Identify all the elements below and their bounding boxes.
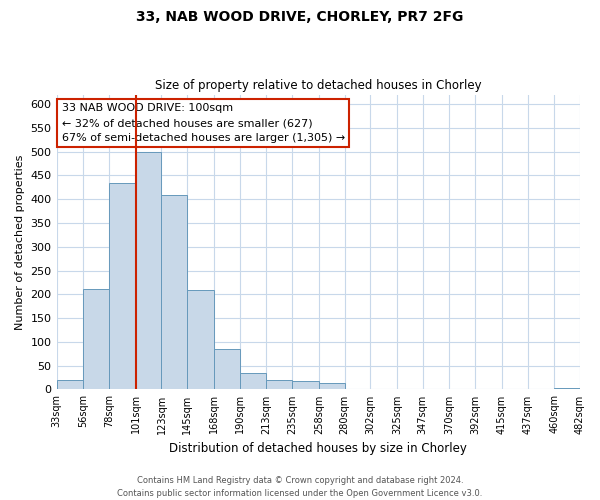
Bar <box>239 373 266 390</box>
Bar <box>214 349 239 390</box>
Bar <box>266 380 292 390</box>
Bar <box>161 196 187 390</box>
Bar <box>83 288 109 390</box>
Text: 33, NAB WOOD DRIVE, CHORLEY, PR7 2FG: 33, NAB WOOD DRIVE, CHORLEY, PR7 2FG <box>136 10 464 24</box>
Text: 33 NAB WOOD DRIVE: 100sqm
← 32% of detached houses are smaller (627)
67% of semi: 33 NAB WOOD DRIVE: 100sqm ← 32% of detac… <box>62 104 345 143</box>
Bar <box>554 388 580 390</box>
X-axis label: Distribution of detached houses by size in Chorley: Distribution of detached houses by size … <box>169 442 467 455</box>
Bar <box>109 182 136 390</box>
Y-axis label: Number of detached properties: Number of detached properties <box>15 154 25 330</box>
Bar <box>136 152 161 390</box>
Bar <box>319 383 344 390</box>
Bar <box>187 290 214 390</box>
Bar <box>292 381 319 390</box>
Bar <box>56 380 83 390</box>
Title: Size of property relative to detached houses in Chorley: Size of property relative to detached ho… <box>155 79 482 92</box>
Text: Contains HM Land Registry data © Crown copyright and database right 2024.
Contai: Contains HM Land Registry data © Crown c… <box>118 476 482 498</box>
